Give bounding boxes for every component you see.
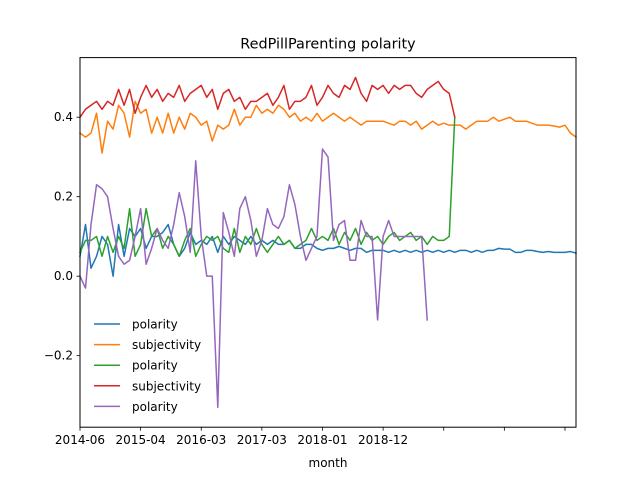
series-line-1 — [78, 100, 578, 154]
plot-frame — [79, 57, 577, 428]
x-tick-label: 2018-12 — [358, 433, 408, 447]
legend-label-2: polarity — [132, 359, 178, 373]
legend-label-0: polarity — [132, 318, 178, 332]
x-tick-label: 2017-03 — [237, 433, 287, 447]
y-axis: −0.2 0.0 0.2 0.4 — [44, 110, 80, 363]
legend-label-4: polarity — [132, 400, 178, 414]
y-tick-label: −0.2 — [44, 349, 73, 363]
x-tick-label: 2015-04 — [116, 433, 166, 447]
y-tick-label: 0.2 — [54, 190, 73, 204]
legend-label-1: subjectivity — [132, 338, 201, 352]
series-layer — [78, 76, 578, 409]
legend: polarity subjectivity polarity subjectivity… — [94, 318, 201, 414]
x-tick-label: 2014-06 — [55, 433, 105, 447]
series-line-0 — [79, 223, 577, 277]
x-tick-label: 2016-03 — [176, 433, 226, 447]
chart-title: RedPillParenting polarity — [240, 37, 416, 53]
legend-label-3: subjectivity — [132, 379, 201, 393]
x-axis-label: month — [309, 456, 348, 470]
y-tick-label: 0.0 — [54, 269, 73, 283]
series-line-3 — [78, 76, 456, 119]
y-tick-label: 0.4 — [54, 110, 73, 124]
series-line-4 — [79, 148, 428, 409]
x-tick-label: 2018-01 — [297, 433, 347, 447]
x-axis: 2014-06 2015-04 2016-03 2017-03 2018-01 2018-… — [55, 427, 566, 447]
